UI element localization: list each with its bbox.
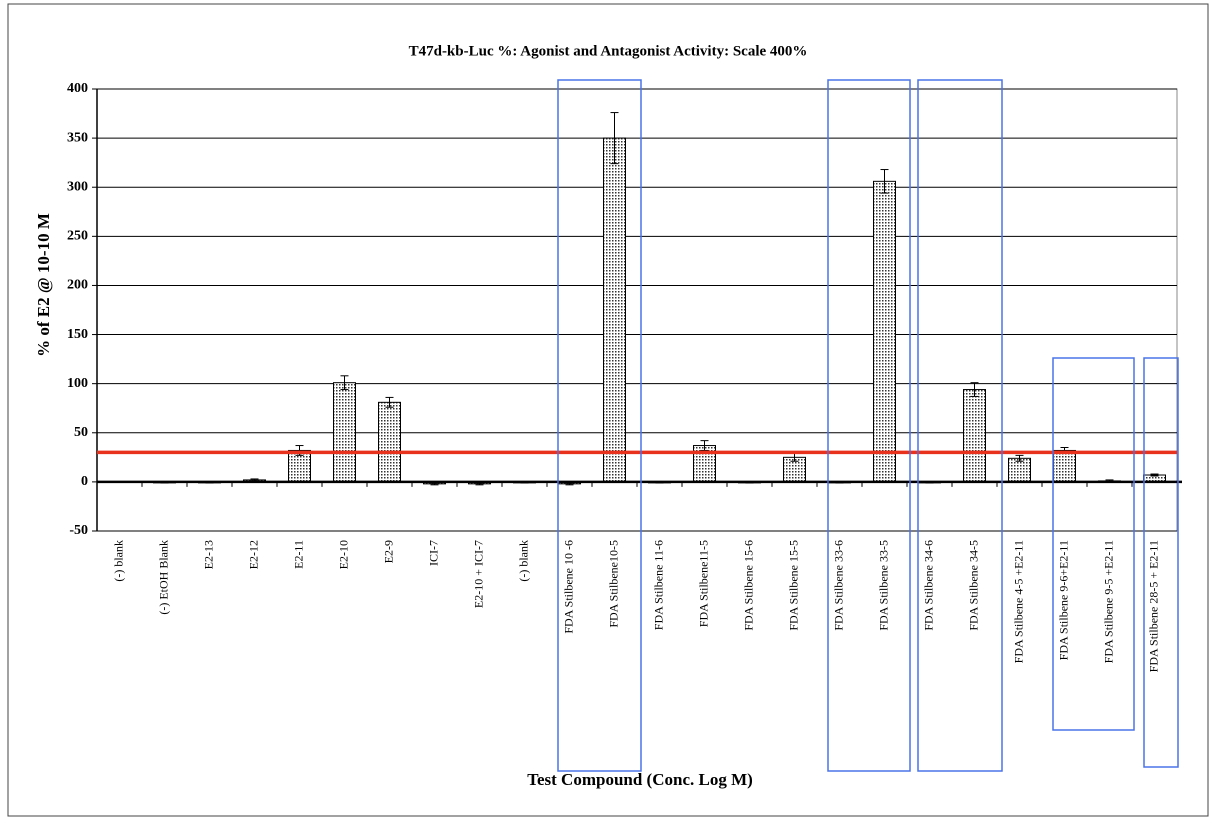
y-tick-label: 50 (74, 425, 88, 440)
bar (333, 382, 356, 483)
error-bar (880, 169, 889, 194)
y-tick-label: 300 (67, 179, 88, 194)
x-tick-label: E2-10 (336, 540, 350, 569)
x-tick-label: E2-9 (381, 540, 395, 563)
y-tick-label: -50 (69, 523, 88, 538)
x-tick-label: FDA Stilbene 4-5 +E2-11 (1011, 540, 1025, 663)
x-tick-label: FDA Stilbene 34-6 (921, 540, 935, 631)
y-tick-label: 200 (67, 278, 88, 293)
y-tick-label: 0 (81, 474, 88, 489)
highlight-box (1143, 357, 1179, 768)
x-tick-label: FDA Stilbene11-5 (696, 540, 710, 627)
error-bar (385, 396, 394, 408)
x-tick-label: E2-13 (201, 540, 215, 569)
error-bar (610, 112, 619, 165)
x-tick-label: (-) blank (516, 540, 530, 582)
x-tick-label: ICI-7 (426, 540, 440, 566)
x-tick-label: FDA Stilbene 10 -6 (561, 540, 575, 634)
error-bar (1015, 454, 1024, 462)
plot: -50 0 50 100 150 200 250 300 350 400 (-) blank (-) … (67, 81, 1182, 672)
x-tick-label: E2-10 + ICI-7 (471, 540, 485, 608)
x-tick-label: FDA Stilbene 9-6+E2-11 (1056, 540, 1070, 660)
x-tick-label: FDA Stilbene10-5 (606, 540, 620, 628)
plot-area (96, 88, 1178, 532)
x-axis-title: Test Compound (Conc. Log M) (527, 770, 753, 789)
bar (873, 180, 896, 483)
bar (1008, 457, 1031, 483)
x-tick-label: (-) blank (111, 540, 125, 582)
error-bar (340, 375, 349, 391)
chart-title: T47d-kb-Luc %: Agonist and Antagonist Ac… (409, 43, 808, 59)
x-tick-label: FDA Stilbene 15-5 (786, 540, 800, 631)
error-bar (700, 440, 709, 451)
x-tick-label: FDA Stilbene 11-6 (651, 540, 665, 630)
x-tick-label: (-) EtOH Blank (156, 540, 170, 615)
y-tick-label: 150 (67, 327, 88, 342)
x-tick-label: FDA Stilbene 9-5 +E2-11 (1101, 540, 1115, 663)
error-bar (1150, 473, 1159, 477)
x-tick-label: FDA Stilbene 33-6 (831, 540, 845, 631)
highlight-box (917, 79, 1003, 772)
x-tick-label: FDA Stilbene 28-5 + E2-11 (1146, 540, 1160, 672)
y-tick-label: 250 (67, 229, 88, 244)
x-tick-label: E2-12 (246, 540, 260, 569)
bar (1053, 449, 1076, 483)
x-tick-label: E2-11 (291, 540, 305, 569)
highlight-box (1052, 357, 1135, 731)
highlight-box (827, 79, 911, 772)
y-axis-title: % of E2 @ 10-10 M (34, 213, 53, 357)
x-tick-label: FDA Stilbene 33-5 (876, 540, 890, 631)
x-tick-label: FDA Stilbene 15-6 (741, 540, 755, 631)
error-bar (970, 382, 979, 397)
x-tick-label: FDA Stilbene 34-5 (966, 540, 980, 631)
y-tick-label: 100 (67, 376, 88, 391)
y-tick-label: 350 (67, 130, 88, 145)
bar (963, 389, 986, 483)
highlight-box (557, 79, 642, 772)
highlight-boxes (557, 79, 1179, 772)
bar (378, 401, 401, 483)
bar (603, 137, 626, 483)
y-tick-label: 400 (67, 81, 88, 96)
